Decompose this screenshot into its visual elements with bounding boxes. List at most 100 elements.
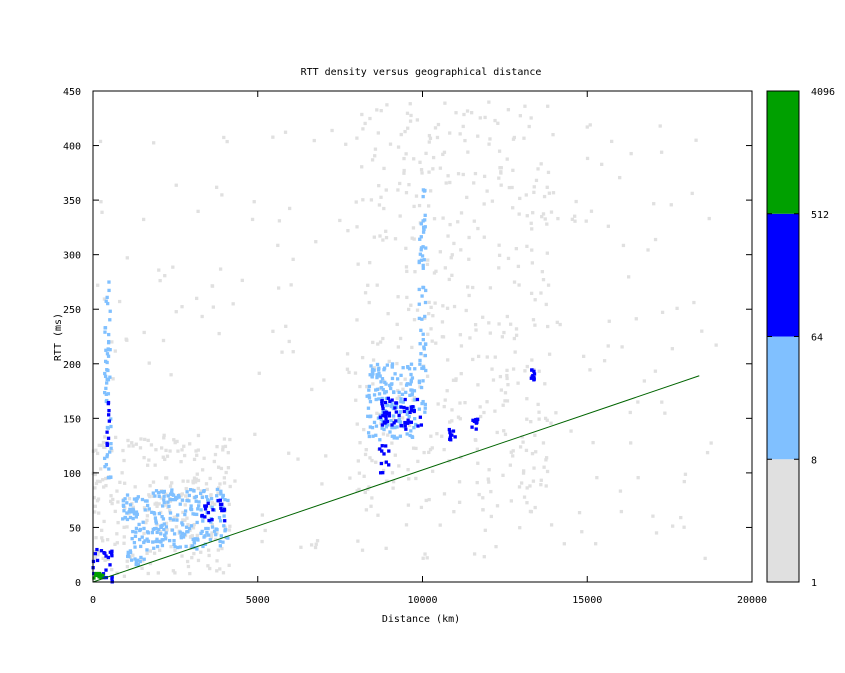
heatmap-cluster-cell	[99, 575, 103, 580]
heatmap-cluster-cell	[413, 367, 417, 371]
heatmap-cluster-cell	[420, 401, 424, 406]
heatmap-cell	[408, 119, 413, 123]
heatmap-cell	[354, 398, 358, 402]
heatmap-cluster-cell	[424, 368, 428, 373]
heatmap-cell	[465, 195, 469, 200]
heatmap-cell	[287, 339, 291, 344]
heatmap-cluster-cell	[383, 380, 387, 384]
heatmap-cell	[488, 137, 492, 141]
heatmap-cell	[130, 441, 134, 445]
heatmap-cell	[220, 546, 224, 551]
heatmap-cell	[446, 174, 450, 178]
heatmap-cluster-cell	[402, 409, 406, 414]
heatmap-cluster-cell	[134, 515, 138, 519]
heatmap-cell	[516, 381, 520, 385]
heatmap-cell	[271, 329, 275, 333]
heatmap-cluster-cell	[155, 537, 159, 541]
heatmap-cluster-cell	[389, 404, 393, 409]
heatmap-cell	[361, 198, 365, 202]
heatmap-cell	[456, 220, 460, 224]
heatmap-cell	[485, 189, 489, 193]
heatmap-cluster-cell	[377, 397, 381, 401]
heatmap-cell	[200, 468, 205, 472]
heatmap-cluster-cell	[399, 400, 403, 404]
heatmap-cell	[533, 298, 537, 302]
heatmap-cell	[364, 447, 368, 452]
heatmap-cell	[398, 214, 402, 218]
heatmap-cell	[99, 467, 103, 471]
heatmap-cluster-cell	[109, 441, 113, 446]
heatmap-cluster-cell	[223, 519, 227, 523]
heatmap-cell	[443, 101, 447, 105]
heatmap-cluster-cell	[147, 507, 151, 511]
heatmap-cluster-cell	[160, 523, 164, 528]
heatmap-cell	[168, 449, 172, 453]
heatmap-cluster-cell	[131, 516, 135, 521]
heatmap-cell	[196, 209, 200, 213]
heatmap-cluster-cell	[384, 396, 389, 401]
heatmap-cell	[544, 484, 548, 488]
heatmap-cluster-cell	[532, 372, 537, 376]
heatmap-cell	[395, 322, 399, 327]
y-tick-label: 150	[63, 414, 81, 425]
heatmap-cluster-cell	[201, 519, 205, 523]
heatmap-cell	[443, 266, 447, 270]
heatmap-cluster-cell	[105, 295, 109, 300]
heatmap-cell	[459, 344, 464, 348]
heatmap-cluster-cell	[448, 436, 452, 440]
heatmap-cell	[95, 499, 100, 503]
heatmap-cell	[443, 398, 447, 402]
heatmap-cluster-cell	[408, 433, 412, 438]
heatmap-cluster-cell	[404, 383, 409, 387]
heatmap-cluster-cell	[129, 558, 134, 562]
heatmap-cell	[142, 330, 146, 335]
heatmap-cluster-cell	[127, 554, 131, 559]
heatmap-cluster-cell	[222, 524, 226, 528]
heatmap-cell	[390, 441, 394, 445]
heatmap-cell	[102, 297, 107, 301]
heatmap-cell	[539, 291, 543, 295]
heatmap-cell	[180, 448, 184, 452]
heatmap-cell	[407, 307, 411, 312]
heatmap-cell	[361, 127, 365, 131]
heatmap-cell	[530, 227, 534, 231]
heatmap-cell	[456, 415, 461, 419]
heatmap-cell	[388, 142, 393, 146]
heatmap-cell	[356, 459, 360, 463]
heatmap-cluster-cell	[409, 420, 414, 424]
heatmap-cell	[110, 567, 114, 572]
heatmap-cluster-cell	[423, 410, 427, 414]
heatmap-cluster-cell	[401, 366, 405, 370]
heatmap-cell	[191, 526, 196, 530]
heatmap-cell	[165, 528, 169, 532]
heatmap-cluster-cell	[142, 526, 146, 531]
heatmap-cell	[541, 212, 546, 216]
heatmap-cluster-cell	[367, 384, 372, 389]
heatmap-cell	[671, 524, 675, 528]
heatmap-cell	[527, 124, 531, 129]
heatmap-cluster-cell	[106, 400, 111, 405]
heatmap-cell	[512, 280, 517, 284]
heatmap-cell	[181, 479, 185, 483]
heatmap-cell	[452, 304, 457, 309]
heatmap-cluster-cell	[395, 425, 399, 429]
heatmap-cell	[196, 486, 200, 491]
heatmap-cluster-cell	[92, 571, 96, 576]
heatmap-cell	[346, 229, 350, 233]
heatmap-cluster-cell	[393, 372, 397, 376]
heatmap-cluster-cell	[399, 423, 404, 428]
heatmap-cell	[486, 477, 490, 481]
heatmap-cell	[412, 318, 417, 322]
heatmap-cluster-cell	[381, 414, 385, 418]
heatmap-cell	[122, 541, 126, 545]
heatmap-cluster-cell	[106, 555, 111, 560]
heatmap-cell	[174, 525, 179, 529]
heatmap-cluster-cell	[411, 405, 415, 409]
heatmap-cell	[97, 511, 101, 515]
heatmap-cell	[125, 256, 129, 260]
heatmap-cell	[618, 489, 623, 493]
chart-title: RTT density versus geographical distance	[301, 67, 542, 78]
heatmap-cell	[330, 128, 334, 133]
heatmap-cluster-cell	[374, 388, 378, 392]
